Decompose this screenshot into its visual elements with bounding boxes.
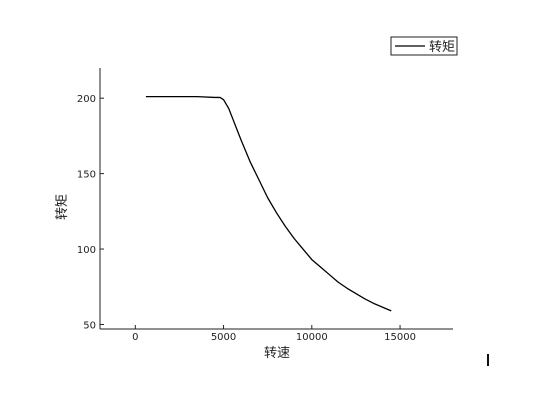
x-tick-label: 15000 [384, 332, 416, 343]
x-axis-title: 转速 [264, 346, 290, 361]
y-tick-label: 100 [77, 245, 96, 256]
x-tick-label: 10000 [296, 332, 328, 343]
series-line-0 [146, 97, 391, 311]
y-axis-title: 转矩 [55, 194, 70, 220]
y-tick-label: 200 [77, 94, 96, 105]
text-cursor-icon [486, 354, 496, 368]
plot-area [146, 97, 391, 311]
y-tick-label: 150 [77, 170, 96, 181]
x-tick-label: 5000 [211, 332, 236, 343]
y-tick-label: 50 [83, 320, 96, 331]
tick-marks: 0 5000 10000 15000 50 100 150 200 [77, 94, 416, 343]
legend-label: 转矩 [429, 40, 455, 55]
axes [100, 68, 453, 329]
x-tick-label: 0 [132, 332, 138, 343]
legend: 转矩 [391, 37, 457, 55]
